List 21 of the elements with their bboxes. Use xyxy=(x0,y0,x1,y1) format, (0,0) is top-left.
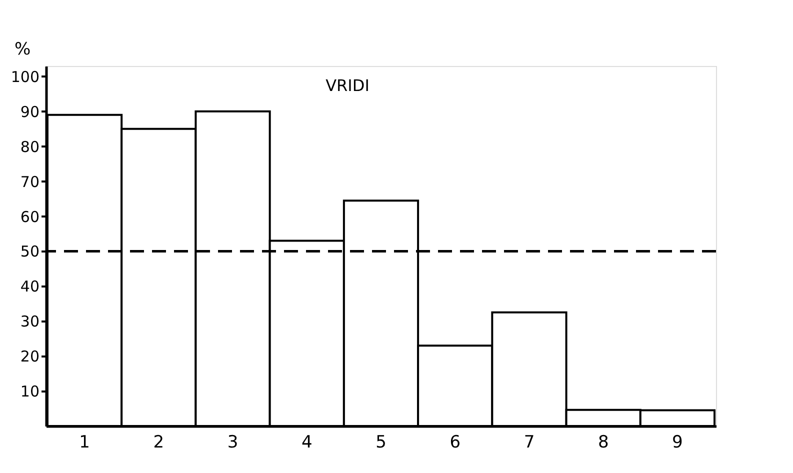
y-tick-label: 90 xyxy=(20,102,40,121)
text: VRIDI xyxy=(326,76,370,95)
x-tick-label: 6 xyxy=(450,432,461,452)
x-tick-label: 2 xyxy=(153,432,164,452)
x-tick-label: 3 xyxy=(227,432,238,452)
x-tick-label: 9 xyxy=(672,432,683,452)
x-tick-label: 4 xyxy=(301,432,312,452)
y-tick-label: 70 xyxy=(20,172,40,191)
x-tick-label: 5 xyxy=(376,432,386,452)
y-tick-label: 20 xyxy=(20,348,40,366)
y-tick-label: 80 xyxy=(20,138,40,156)
y-tick-label: 10 xyxy=(20,382,40,401)
y-tick-label: 40 xyxy=(20,278,40,296)
x-tick-label: 7 xyxy=(524,432,535,452)
y-axis-title: % xyxy=(14,40,31,60)
y-tick-label: 100 xyxy=(10,68,40,86)
y-tick-label: 60 xyxy=(20,208,40,226)
x-tick-label: 8 xyxy=(598,432,609,452)
y-tick-label: 30 xyxy=(20,312,40,331)
x-tick-label: 1 xyxy=(79,432,90,452)
y-tick-label: 50 xyxy=(20,242,40,261)
